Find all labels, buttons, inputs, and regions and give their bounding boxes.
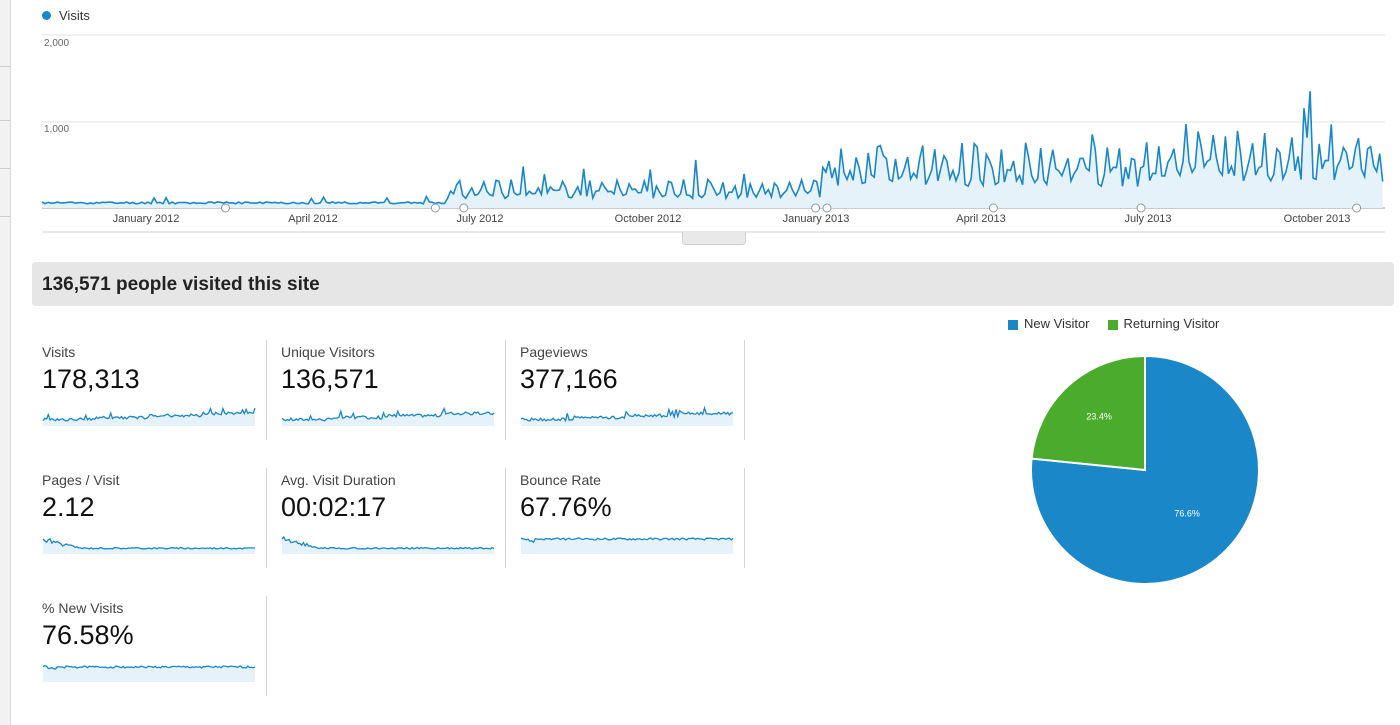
x-tick-label: April 2013 bbox=[956, 213, 1006, 225]
metric-pageviews[interactable]: Pageviews 377,166 bbox=[518, 340, 745, 440]
metric-sparkline bbox=[42, 406, 256, 426]
rail-divider bbox=[0, 168, 10, 169]
summary-headline: 136,571 people visited this site bbox=[42, 274, 320, 295]
metric-label: Visits bbox=[42, 344, 76, 360]
visits-line bbox=[41, 91, 1384, 205]
pie-legend-item-returning[interactable]: Returning Visitor bbox=[1107, 316, 1220, 331]
sparkline-area bbox=[43, 408, 255, 426]
x-tick-label: October 2013 bbox=[1283, 213, 1351, 225]
metric-value: 377,166 bbox=[520, 364, 618, 394]
x-tick-label: January 2012 bbox=[112, 213, 180, 225]
annotation-marker[interactable] bbox=[811, 203, 821, 213]
metric-value: 178,313 bbox=[42, 364, 140, 394]
summary-header: 136,571 people visited this site bbox=[32, 262, 1394, 306]
visits-over-time-chart: Visits 2,000 1,000 January 2012 April 20… bbox=[0, 0, 1400, 245]
returning-visitor-swatch bbox=[1107, 319, 1118, 330]
pie-slice-label: 23.4% bbox=[1086, 411, 1112, 421]
visits-area bbox=[42, 91, 1383, 208]
metric-sparkline bbox=[42, 665, 256, 682]
sparkline-line bbox=[520, 537, 734, 544]
chart-range-handle[interactable] bbox=[682, 232, 746, 245]
metric-unique-visitors[interactable]: Unique Visitors 136,571 bbox=[279, 340, 506, 440]
metric-label: Unique Visitors bbox=[281, 344, 375, 360]
metric-value: 136,571 bbox=[281, 364, 379, 394]
metric-label: % New Visits bbox=[42, 600, 124, 616]
rail-divider bbox=[0, 216, 10, 217]
metric-sparkline bbox=[281, 535, 495, 554]
metric-new-visits-percent[interactable]: % New Visits 76.58% bbox=[40, 596, 267, 696]
rail-divider bbox=[0, 66, 10, 67]
left-rail bbox=[0, 0, 11, 725]
annotation-marker[interactable] bbox=[459, 203, 469, 213]
metric-visits[interactable]: Visits 178,313 bbox=[40, 340, 267, 440]
metric-label: Bounce Rate bbox=[520, 472, 601, 488]
pie-legend-label: New Visitor bbox=[1024, 316, 1090, 331]
metric-sparkline bbox=[520, 537, 734, 554]
metric-sparkline bbox=[281, 406, 495, 426]
sparkline-line bbox=[42, 538, 256, 550]
sparkline-line bbox=[281, 535, 495, 550]
y-tick-label: 2,000 bbox=[44, 38, 70, 49]
sparkline-area bbox=[43, 665, 255, 682]
metric-sparkline bbox=[520, 405, 734, 426]
metric-label: Pages / Visit bbox=[42, 472, 120, 488]
metric-pages-per-visit[interactable]: Pages / Visit 2.12 bbox=[40, 468, 267, 568]
x-tick-label: January 2013 bbox=[782, 213, 850, 225]
visitor-type-pie-chart[interactable]: 76.6% 23.4% bbox=[1020, 345, 1270, 595]
sparkline-line bbox=[42, 665, 256, 670]
metric-label: Avg. Visit Duration bbox=[281, 472, 396, 488]
pie-slice-label: 76.6% bbox=[1174, 509, 1200, 519]
x-tick-label: July 2013 bbox=[1124, 213, 1172, 225]
annotation-marker[interactable] bbox=[988, 203, 998, 213]
x-tick-label: July 2012 bbox=[456, 213, 504, 225]
annotation-marker[interactable] bbox=[822, 203, 832, 213]
metric-value: 76.58% bbox=[42, 620, 134, 650]
visits-legend-label: Visits bbox=[59, 8, 90, 23]
metric-sparkline bbox=[42, 538, 256, 554]
x-tick-label: April 2012 bbox=[288, 213, 338, 225]
chart-legend[interactable]: Visits bbox=[42, 8, 90, 23]
metric-label: Pageviews bbox=[520, 344, 588, 360]
visits-series-dot bbox=[42, 11, 51, 20]
sparkline-area bbox=[282, 537, 494, 554]
sparkline-area bbox=[521, 407, 733, 426]
pie-slice-returning-visitor[interactable] bbox=[1030, 354, 1146, 472]
sparkline-line bbox=[281, 406, 495, 422]
y-tick-label: 1,000 bbox=[44, 124, 70, 135]
sparkline-line bbox=[42, 406, 256, 422]
annotation-marker[interactable] bbox=[221, 203, 230, 213]
annotation-marker[interactable] bbox=[1352, 203, 1362, 213]
sparkline-area bbox=[43, 539, 255, 554]
sparkline-line bbox=[520, 405, 734, 423]
sparkline-area bbox=[282, 408, 494, 426]
metric-avg-visit-duration[interactable]: Avg. Visit Duration 00:02:17 bbox=[279, 468, 506, 568]
metric-value: 00:02:17 bbox=[281, 492, 387, 522]
x-tick-label: October 2012 bbox=[614, 213, 682, 225]
annotation-marker[interactable] bbox=[1136, 203, 1146, 213]
metric-bounce-rate[interactable]: Bounce Rate 67.76% bbox=[518, 468, 745, 568]
metric-value: 67.76% bbox=[520, 492, 612, 522]
annotation-marker[interactable] bbox=[430, 203, 440, 213]
visits-line-chart[interactable] bbox=[0, 0, 1400, 240]
pie-legend: New Visitor Returning Visitor bbox=[1008, 316, 1219, 331]
rail-divider bbox=[0, 120, 10, 121]
pie-legend-item-new[interactable]: New Visitor bbox=[1008, 316, 1090, 331]
sparkline-area bbox=[521, 538, 733, 554]
metric-value: 2.12 bbox=[42, 492, 95, 522]
pie-legend-label: Returning Visitor bbox=[1123, 316, 1220, 331]
new-visitor-swatch bbox=[1008, 319, 1018, 330]
